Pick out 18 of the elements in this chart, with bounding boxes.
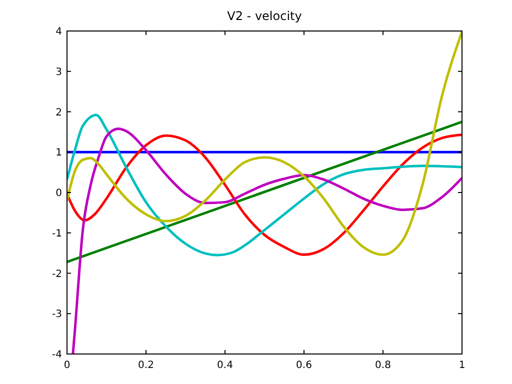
x-tick-label: 0.2 [138,360,154,371]
x-tick-label: 1 [458,360,466,371]
y-tick-label: -3 [52,309,62,320]
x-tick-label: 0 [64,360,70,371]
line-series [72,127,462,354]
y-tick-label: 4 [56,26,62,38]
y-tick-label: 0 [56,188,62,199]
x-tick-label: 0.6 [296,360,312,371]
y-tick-label: -4 [52,350,62,360]
y-tick-label: -2 [52,268,62,280]
chart-title: V2 - velocity [227,9,302,23]
x-tick-label: 0.4 [217,360,233,371]
line-series [67,31,462,256]
y-tick-label: -1 [52,228,62,240]
y-tick-label: 3 [56,66,62,78]
x-tick-label: 0.8 [375,360,391,371]
y-tick-label: 1 [56,148,62,159]
y-tick-label: 2 [56,107,62,118]
